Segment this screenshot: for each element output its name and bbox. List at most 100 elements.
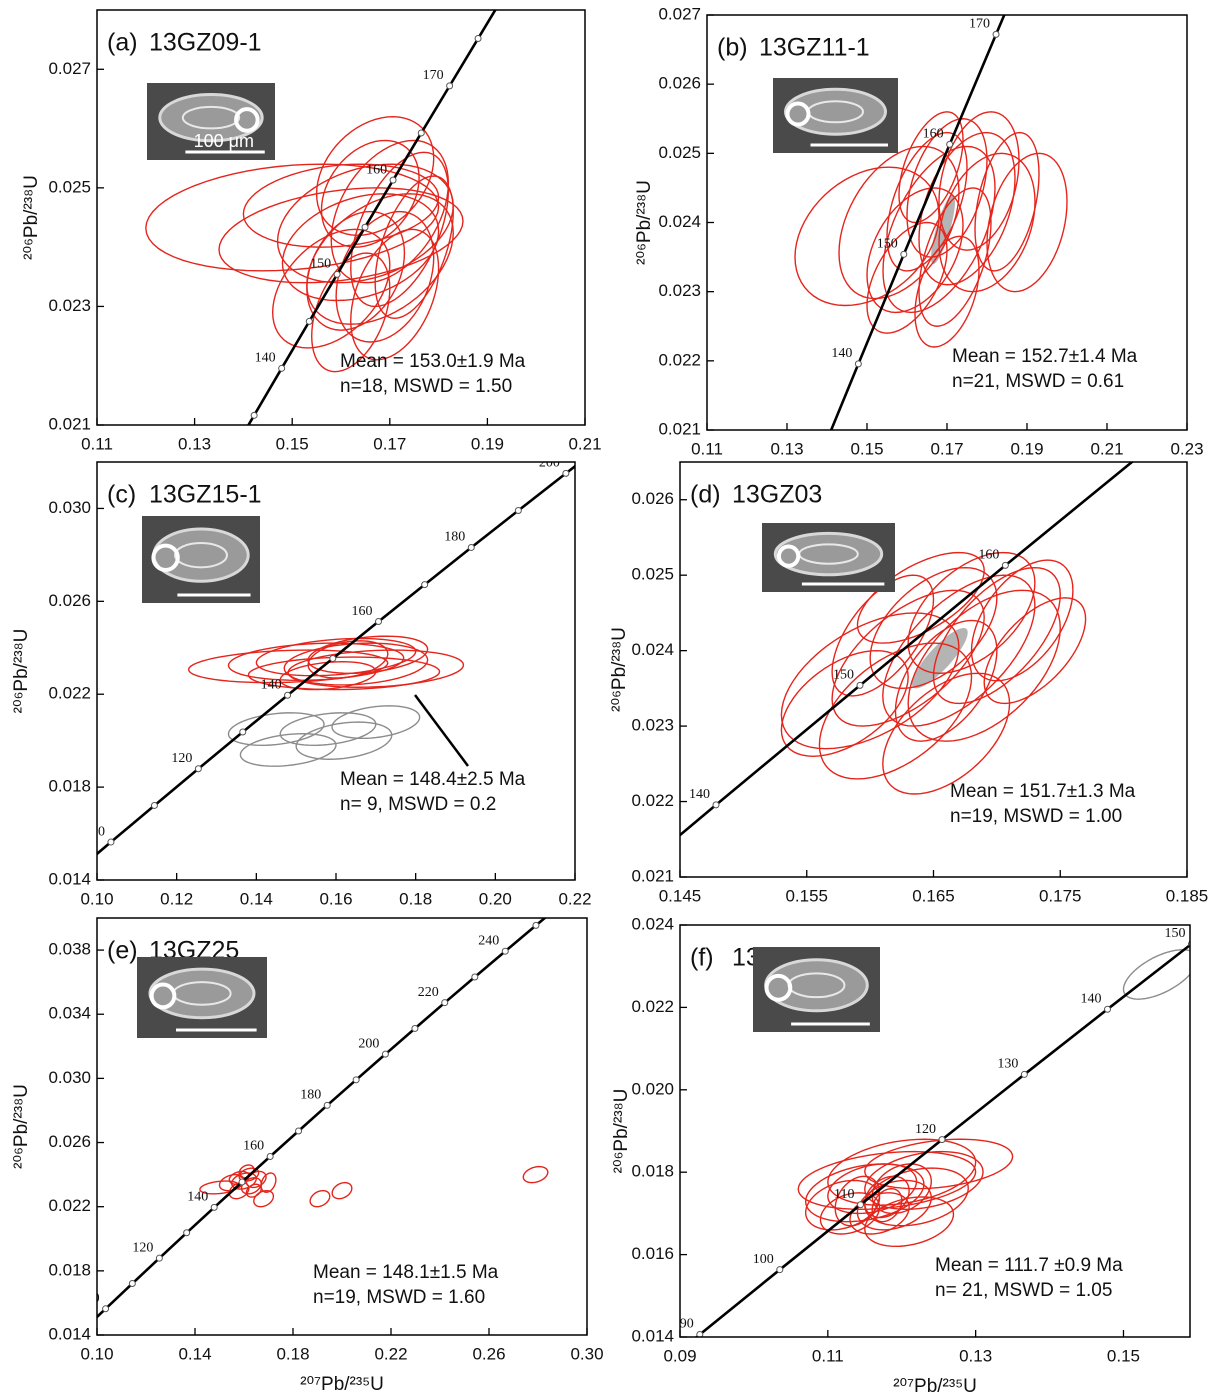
age-marker: [855, 361, 861, 367]
x-tick-label: 0.11: [812, 1346, 844, 1365]
age-marker: [939, 1137, 945, 1143]
age-label: 140: [255, 351, 276, 366]
x-tick-label: 0.19: [1010, 439, 1043, 458]
age-label: 150: [310, 257, 331, 272]
age-marker: [156, 1255, 162, 1261]
age-label: 120: [171, 751, 192, 766]
age-marker: [442, 1000, 448, 1006]
concordia-curve: [573, 325, 1226, 925]
y-tick-label: 0.022: [631, 997, 674, 1016]
age-marker: [129, 1281, 135, 1287]
age-marker: [570, 921, 576, 927]
age-label: 120: [132, 1240, 153, 1255]
age-marker: [1105, 1006, 1111, 1012]
panel-label: (e): [107, 937, 138, 965]
age-marker: [239, 1179, 245, 1185]
age-marker: [330, 655, 336, 661]
age-marker: [376, 619, 382, 625]
inset-scale-label: 100 μm: [194, 131, 254, 151]
y-tick-label: 0.024: [631, 914, 674, 933]
age-marker: [251, 412, 257, 418]
age-label: 200: [539, 456, 560, 471]
panel-label: (a): [107, 29, 138, 57]
y-tick-label: 0.030: [48, 1068, 91, 1087]
x-tick-label: 0.13: [178, 434, 211, 453]
age-marker: [195, 766, 201, 772]
y-tick-label: 0.025: [658, 143, 701, 162]
y-tick-label: 0.026: [48, 591, 91, 610]
panel-label: (b): [717, 34, 748, 62]
age-marker: [502, 948, 508, 954]
y-tick-label: 0.038: [48, 940, 91, 959]
x-tick-label: 0.21: [1090, 439, 1123, 458]
age-marker: [184, 1230, 190, 1236]
age-marker: [279, 365, 285, 371]
y-tick-label: 0.018: [48, 1260, 91, 1279]
y-tick-label: 0.023: [658, 281, 701, 300]
inset-grain: [154, 529, 248, 581]
age-label: 120: [915, 1122, 936, 1137]
error-ellipse: [798, 1152, 975, 1210]
plot-area: 140150160170: [795, 0, 1067, 476]
inset-grain: [150, 969, 254, 1018]
age-label: 160: [923, 127, 944, 142]
x-tick-label: 0.26: [472, 1344, 505, 1363]
error-ellipse: [280, 713, 376, 746]
age-marker: [993, 31, 999, 37]
y-tick-label: 0.022: [658, 350, 701, 369]
error-ellipse: [189, 650, 388, 683]
x-tick-label: 0.185: [1166, 886, 1209, 905]
y-tick-label: 0.026: [48, 1132, 91, 1151]
age-label: 130: [997, 1057, 1018, 1072]
panel: 1001201401601802000.100.120.140.160.180.…: [11, 433, 617, 908]
y-tick-label: 0.021: [631, 866, 674, 885]
y-tick-label: 0.014: [48, 1324, 91, 1343]
x-tick-label: 0.17: [930, 439, 963, 458]
y-tick-label: 0.034: [48, 1004, 91, 1023]
error-ellipse: [1123, 950, 1197, 999]
y-tick-label: 0.027: [48, 59, 91, 78]
y-tick-label: 0.022: [48, 1196, 91, 1215]
annotation: n=19, MSWD = 1.60: [313, 1287, 485, 1308]
x-tick-label: 0.20: [479, 889, 512, 908]
annotation: Mean = 153.0±1.9 Ma: [340, 351, 526, 372]
x-tick-label: 0.18: [276, 1344, 309, 1363]
annotation: n= 9, MSWD = 0.2: [340, 794, 496, 815]
age-marker: [1149, 442, 1155, 448]
age-label: 150: [1164, 926, 1185, 941]
x-tick-label: 0.09: [663, 1346, 696, 1365]
age-marker: [108, 839, 114, 845]
x-tick-label: 0.23: [1170, 439, 1203, 458]
age-label: 100: [753, 1252, 774, 1267]
age-marker: [472, 974, 478, 980]
age-marker: [240, 729, 246, 735]
age-marker: [353, 1077, 359, 1083]
inset-grain: [766, 960, 868, 1011]
age-marker: [447, 83, 453, 89]
age-label: 160: [978, 548, 999, 563]
age-marker: [611, 433, 617, 439]
y-tick-label: 0.023: [631, 716, 674, 735]
error-ellipse: [296, 722, 392, 759]
age-marker: [390, 177, 396, 183]
age-label: 110: [834, 1187, 854, 1202]
annotation: n=21, MSWD = 0.61: [952, 371, 1124, 392]
age-label: 160: [366, 162, 387, 177]
age-marker: [563, 470, 569, 476]
age-marker: [306, 318, 312, 324]
age-label: 170: [423, 68, 444, 83]
panel: 1401501600.1450.1550.1650.1750.1850.0210…: [570, 322, 1226, 928]
age-label: 240: [478, 933, 499, 948]
age-marker: [947, 141, 953, 147]
y-tick-label: 0.025: [48, 177, 91, 196]
y-tick-label: 0.024: [631, 640, 674, 659]
y-axis-label: ²⁰⁶Pb/²³⁸U: [609, 627, 630, 712]
x-tick-label: 0.10: [80, 1344, 113, 1363]
age-label: 160: [243, 1139, 264, 1154]
age-marker: [533, 922, 539, 928]
age-marker: [468, 544, 474, 550]
figure: 1401501601700.110.130.150.170.190.210.02…: [0, 0, 1226, 1400]
